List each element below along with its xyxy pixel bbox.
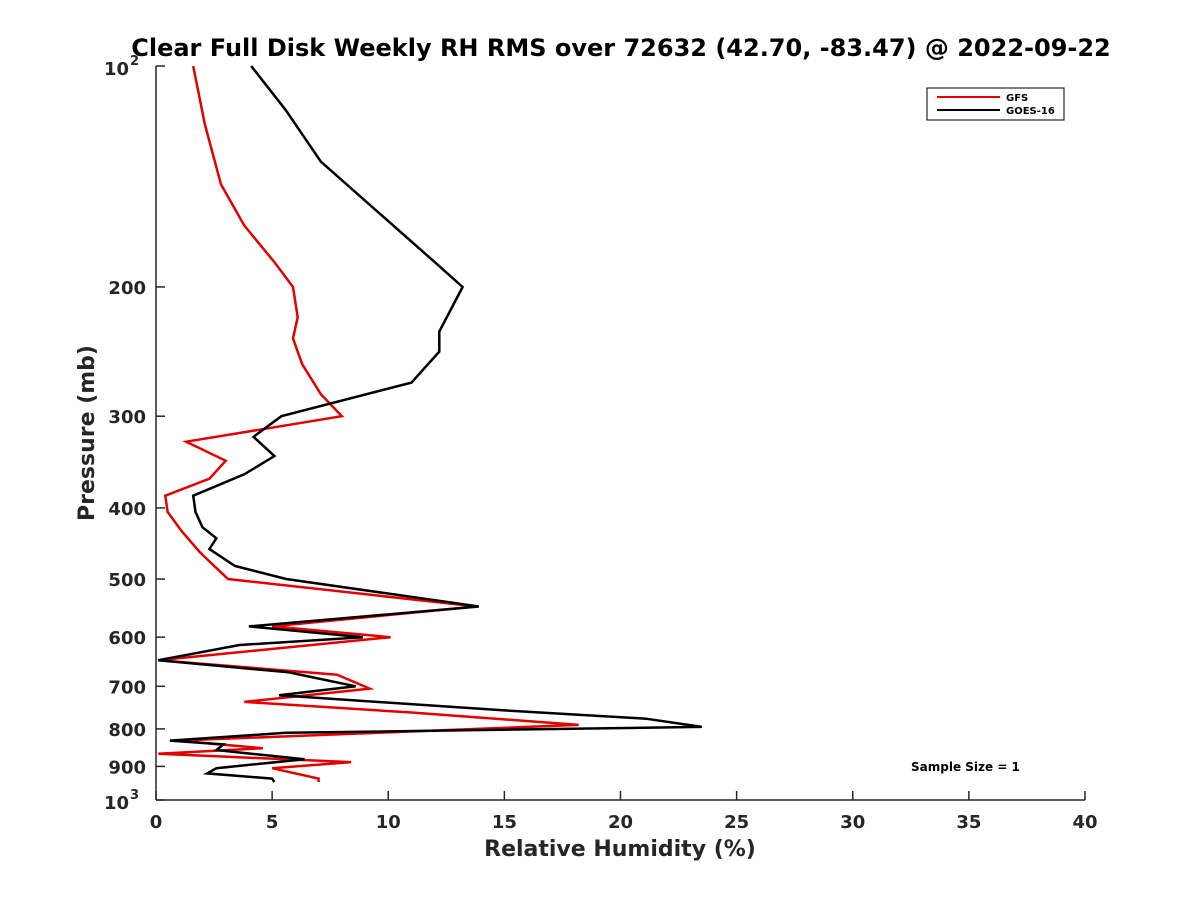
- x-tick-label: 15: [492, 812, 517, 833]
- x-tick-label: 5: [266, 812, 279, 833]
- legend-label-goes-16: GOES-16: [1006, 106, 1055, 117]
- legend-label-gfs: GFS: [1006, 93, 1028, 104]
- y-tick-label: 800: [108, 720, 146, 741]
- x-tick-label: 30: [840, 812, 865, 833]
- y-tick-exponent: 2: [130, 54, 139, 69]
- x-tick-label: 20: [608, 812, 633, 833]
- series-lines: [158, 65, 702, 783]
- y-tick-label: 400: [108, 499, 146, 520]
- legend-box: [926, 87, 1065, 121]
- x-axis-title: Relative Humidity (%): [484, 837, 756, 862]
- y-axis-title: Pressure (mb): [75, 345, 100, 521]
- series-line-goes-16: [158, 65, 702, 783]
- y-tick-label: 600: [108, 628, 146, 649]
- x-tick-label: 10: [376, 812, 401, 833]
- y-tick-exponent: 3: [130, 788, 139, 803]
- series-line-gfs: [158, 65, 579, 782]
- y-tick-label: 200: [108, 278, 146, 299]
- y-tick-label: 300: [108, 407, 146, 428]
- y-tick-label: 10: [104, 59, 129, 80]
- y-tick-label: 500: [108, 570, 146, 591]
- chart-title: Clear Full Disk Weekly RH RMS over 72632…: [131, 34, 1111, 62]
- y-tick-label: 900: [108, 757, 146, 778]
- legend: GFS GOES-16: [926, 87, 1065, 121]
- y-tick-label: 700: [108, 677, 146, 698]
- x-tick-label: 35: [956, 812, 981, 833]
- x-tick-label: 0: [150, 812, 163, 833]
- x-tick-label: 40: [1072, 812, 1097, 833]
- y-tick-label: 10: [104, 793, 129, 814]
- x-axis-ticks: 0 5 10 15 20 25 30 35 40: [150, 791, 1098, 833]
- sample-size-annotation: Sample Size = 1: [911, 760, 1020, 774]
- x-tick-label: 25: [724, 812, 749, 833]
